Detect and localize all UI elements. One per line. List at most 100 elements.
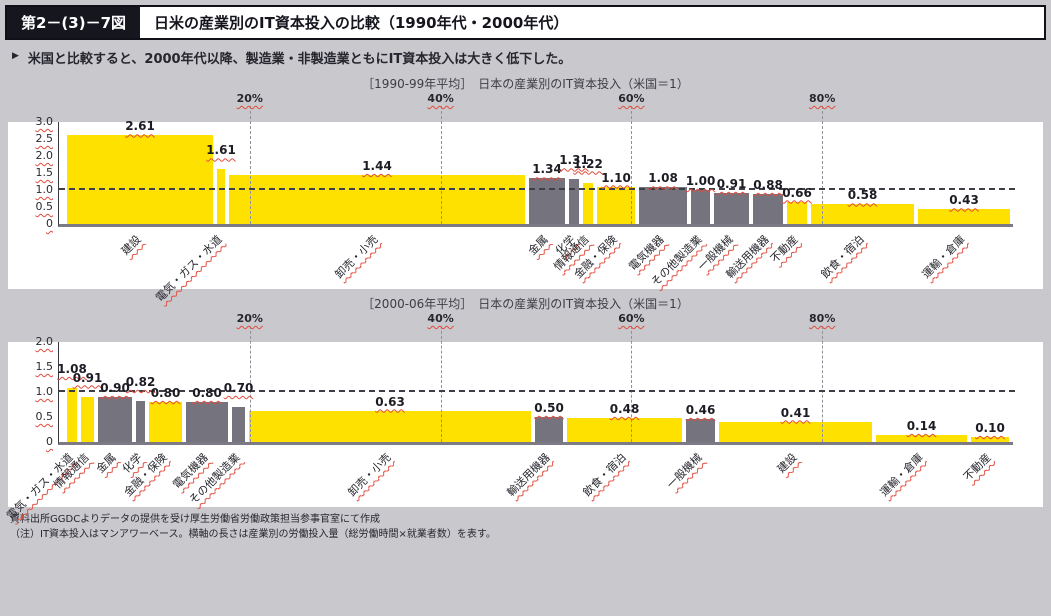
x-gridline-label: 80%: [809, 312, 836, 325]
x-gridline-label: 40%: [427, 92, 454, 105]
source-notes: 資料出所GGDCよりデータの提供を受け厚生労働省労働政策担当参事官室にて作成 （…: [10, 513, 1051, 542]
bar: [719, 421, 872, 442]
chart-title-2000s: ［2000-06年平均］ 日本の産業別のIT資本投入（米国＝1）: [362, 297, 689, 311]
bar-value-label: 1.08: [57, 362, 87, 376]
chart-panel-1990s: 0 0.5 1.0 1.5 2.0 2.5 3.0 20% 40% 60% 80% 2.61 1.61 1…: [8, 92, 1043, 304]
bar: [569, 179, 579, 224]
x-gridline: [249, 326, 251, 442]
reference-line: [59, 188, 1015, 190]
x-gridline: [440, 326, 442, 442]
bar: [971, 437, 1009, 442]
bar: [535, 417, 563, 442]
x-gridline-label: 20%: [236, 92, 263, 105]
bar-value-label: 0.63: [375, 394, 405, 409]
y-tick-label: 1.0: [35, 385, 54, 398]
bar: [787, 201, 807, 224]
chart-1990s: ［1990-99年平均］ 日本の産業別のIT資本投入（米国＝1） 0 0.5 1.0…: [0, 75, 1051, 304]
x-gridline-label: 40%: [427, 312, 454, 325]
bar: [686, 419, 715, 442]
x-gridline-label: 80%: [809, 92, 836, 105]
bar-value-label: 1.08: [648, 171, 678, 186]
bar: [67, 388, 77, 442]
bar: [186, 402, 228, 442]
y-tick-label: 0.5: [35, 200, 54, 213]
bar-value-label: 1.61: [206, 143, 236, 158]
bar-value-label: 0.10: [975, 421, 1005, 435]
bar: [567, 418, 682, 442]
x-axis-labels-1990s: 建設 電気・ガス・水道 卸売・小売 金属 化学 情報通信 金融・保険 電気機器 その他製造業 一般…: [58, 227, 1018, 304]
bar-value-label: 0.82: [125, 375, 156, 389]
bar: [876, 435, 967, 442]
x-gridline: [440, 106, 442, 224]
bar-value-label: 1.10: [601, 170, 631, 185]
bar: [811, 204, 914, 224]
bar-value-label: 0.91: [72, 370, 103, 385]
bar: [229, 175, 525, 224]
bar-value-label: 0.80: [192, 386, 222, 400]
plot-area-1990s: 0 0.5 1.0 1.5 2.0 2.5 3.0 20% 40% 60% 80% 2.61 1.61 1…: [36, 92, 1015, 230]
x-axis-labels-2000s: 電気・ガス・水道 情報通信 金属 化学 金融・保険 電気機器 その他製造業 卸売・小売 輸送用機…: [4, 445, 1018, 522]
y-tick-label: 2.0: [35, 335, 54, 348]
bar-value-label: 0.48: [609, 402, 640, 416]
reference-line: [59, 390, 1015, 392]
bar: [136, 401, 145, 442]
bar: [597, 186, 635, 224]
x-gridline: [631, 106, 633, 224]
bar-value-label: 0.43: [949, 193, 979, 208]
bar: [249, 410, 531, 442]
bar: [691, 190, 710, 224]
bar: [918, 209, 1010, 224]
y-tick-label: 1.0: [35, 183, 54, 196]
bar: [529, 178, 565, 224]
source-note-line1: 資料出所GGDCよりデータの提供を受け厚生労働省労働政策担当参事官室にて作成: [10, 514, 380, 525]
bar: [753, 194, 783, 224]
x-gridline-label: 20%: [236, 312, 263, 325]
bar: [714, 193, 749, 224]
bar-value-label: 0.41: [780, 405, 811, 420]
bar-value-label: 0.58: [847, 188, 878, 203]
bar-value-label: 0.91: [716, 177, 747, 192]
bar-value-label: 0.90: [100, 381, 130, 395]
bar: [639, 187, 687, 224]
figure-header: 第2－(3)－7図 日米の産業別のIT資本投入の比較（1990年代・2000年代…: [5, 5, 1046, 40]
y-tick-label: 0.5: [35, 410, 54, 423]
bar-value-label: 0.70: [223, 381, 254, 395]
x-gridline: [249, 106, 251, 224]
chart-title-1990s: ［1990-99年平均］ 日本の産業別のIT資本投入（米国＝1）: [362, 77, 689, 91]
figure-number: 第2－(3)－7図: [7, 7, 141, 38]
plot-wrap: 0 0.5 1.0 1.5 2.0 20% 40% 60% 80% 1.08 0.91 0.90 0.8…: [4, 312, 1018, 522]
summary-line: ▶ 米国と比較すると、2000年代以降、製造業・非製造業ともにIT資本投入は大き…: [0, 40, 1051, 69]
bar-value-label: 0.50: [534, 401, 564, 415]
x-gridline: [822, 326, 824, 442]
y-tick-label: 2.5: [35, 132, 54, 145]
y-tick-label: 0: [46, 217, 53, 230]
plot-area-2000s: 0 0.5 1.0 1.5 2.0 20% 40% 60% 80% 1.08 0.91 0.90 0.8…: [36, 312, 1015, 448]
bar-value-label: 0.14: [906, 419, 937, 433]
bar-value-label: 2.61: [125, 119, 155, 134]
x-gridline: [631, 326, 633, 442]
summary-text: 米国と比較すると、2000年代以降、製造業・非製造業ともにIT資本投入は大きく低…: [27, 52, 572, 67]
y-tick-label: 2.0: [35, 149, 54, 162]
plot-wrap: 0 0.5 1.0 1.5 2.0 2.5 3.0 20% 40% 60% 80% 2.61 1.61 1…: [36, 92, 1018, 304]
bar: [217, 169, 225, 224]
x-gridline-label: 60%: [618, 312, 645, 325]
bar-value-label: 1.34: [532, 162, 562, 177]
x-gridline-label: 60%: [618, 92, 645, 105]
y-tick-label: 3.0: [35, 115, 54, 128]
x-gridline: [822, 106, 824, 224]
bar: [149, 402, 182, 442]
bar-value-label: 0.88: [753, 178, 783, 193]
bar-value-label: 1.22: [573, 156, 603, 171]
bar: [81, 396, 94, 442]
bar-value-label: 0.46: [685, 403, 716, 417]
bar-value-label: 1.31: [559, 153, 589, 168]
y-tick-label: 0: [46, 435, 53, 448]
y-tick-label: 1.5: [35, 166, 54, 179]
chart-2000s: ［2000-06年平均］ 日本の産業別のIT資本投入（米国＝1） 0 0.5 1.0…: [0, 295, 1051, 522]
bar-value-label: 0.80: [150, 386, 181, 400]
figure-title: 日米の産業別のIT資本投入の比較（1990年代・2000年代）: [154, 14, 569, 32]
bar-value-label: 1.00: [685, 174, 716, 188]
bar: [98, 397, 132, 442]
y-tick-label: 1.5: [35, 360, 54, 373]
bar: [583, 182, 593, 224]
